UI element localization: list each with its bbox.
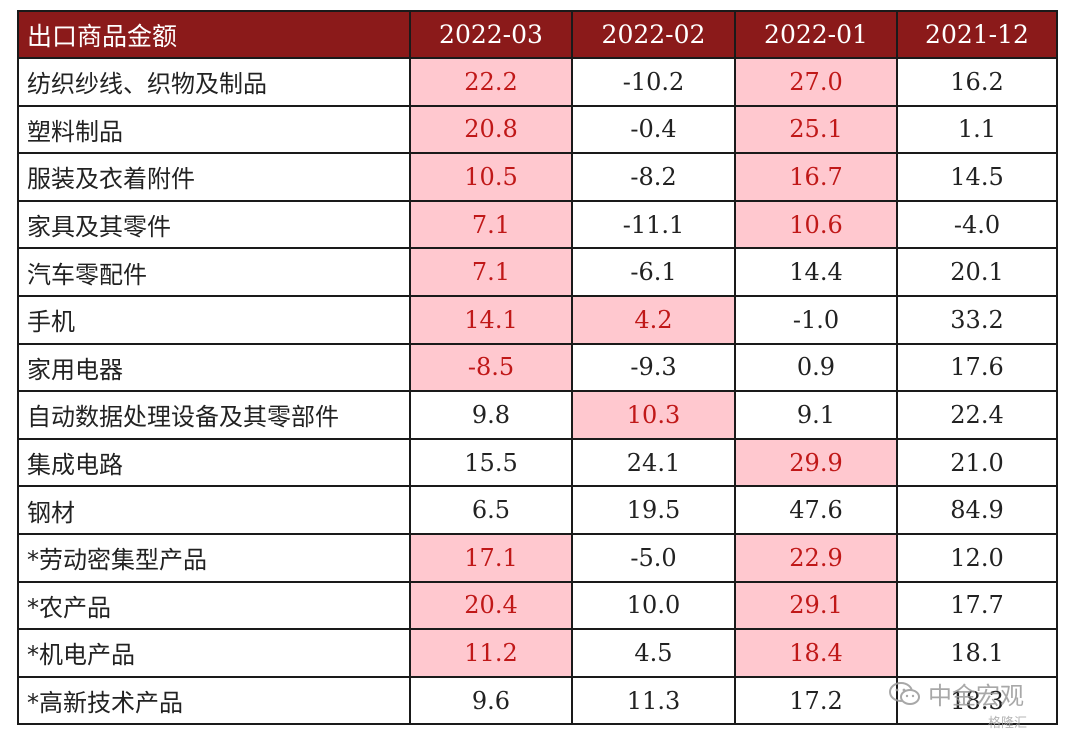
value-cell: 29.1 <box>734 580 898 631</box>
table-row: 塑料制品 20.8 -0.4 25.1 1.1 <box>17 104 1058 155</box>
table-row: 钢材 6.5 19.5 47.6 84.9 <box>17 485 1058 535</box>
value-cell: -8.2 <box>571 152 736 202</box>
value-cell: 22.2 <box>409 57 573 107</box>
row-label: 纺织纱线、织物及制品 <box>17 57 411 107</box>
value-cell: 15.5 <box>409 437 573 488</box>
value-cell: 12.0 <box>896 532 1058 583</box>
row-label: 塑料制品 <box>17 104 411 155</box>
value-cell: 18.4 <box>734 628 898 678</box>
value-cell: 17.7 <box>896 580 1058 631</box>
table-row: 家用电器 -8.5 -9.3 0.9 17.6 <box>17 342 1058 393</box>
value-cell: 9.8 <box>409 390 573 440</box>
value-cell: 4.2 <box>571 294 736 345</box>
watermark: 中金宏观 <box>888 676 1024 711</box>
row-label: 家具及其零件 <box>17 199 411 250</box>
table-row: 汽车零配件 7.1 -6.1 14.4 20.1 <box>17 247 1058 297</box>
row-label: *劳动密集型产品 <box>17 532 411 583</box>
value-cell: 11.3 <box>571 675 736 726</box>
value-cell: 17.2 <box>734 675 898 726</box>
row-label: *机电产品 <box>17 628 411 678</box>
value-cell: 4.5 <box>571 628 736 678</box>
value-cell: 17.6 <box>896 342 1058 393</box>
table-row: 手机 14.1 4.2 -1.0 33.2 <box>17 294 1058 345</box>
table-row: 家具及其零件 7.1 -11.1 10.6 -4.0 <box>17 199 1058 250</box>
watermark-brand: 中金宏观 <box>928 682 1024 710</box>
value-cell: 25.1 <box>734 104 898 155</box>
value-cell: 10.3 <box>571 390 736 440</box>
value-cell: -8.5 <box>409 342 573 393</box>
watermark-site: 格隆汇 <box>988 716 1028 731</box>
table-row: *机电产品 11.2 4.5 18.4 18.1 <box>17 628 1058 678</box>
table-row: *劳动密集型产品 17.1 -5.0 22.9 12.0 <box>17 532 1058 583</box>
row-label: 集成电路 <box>17 437 411 488</box>
header-period: 2022-02 <box>571 10 736 59</box>
row-label: 家用电器 <box>17 342 411 393</box>
row-label: 服装及衣着附件 <box>17 152 411 202</box>
value-cell: 9.6 <box>409 675 573 726</box>
table-header-row: 出口商品金额 2022-03 2022-02 2022-01 2021-12 <box>17 10 1058 59</box>
value-cell: 20.4 <box>409 580 573 631</box>
value-cell: 7.1 <box>409 199 573 250</box>
value-cell: -5.0 <box>571 532 736 583</box>
value-cell: -11.1 <box>571 199 736 250</box>
value-cell: 6.5 <box>409 485 573 535</box>
value-cell: 33.2 <box>896 294 1058 345</box>
value-cell: 14.4 <box>734 247 898 297</box>
value-cell: 16.7 <box>734 152 898 202</box>
value-cell: -10.2 <box>571 57 736 107</box>
header-period: 2022-01 <box>734 10 898 59</box>
value-cell: 27.0 <box>734 57 898 107</box>
value-cell: 7.1 <box>409 247 573 297</box>
table-row: *农产品 20.4 10.0 29.1 17.7 <box>17 580 1058 631</box>
value-cell: 18.1 <box>896 628 1058 678</box>
row-label: 手机 <box>17 294 411 345</box>
row-label: 钢材 <box>17 485 411 535</box>
header-label: 出口商品金额 <box>17 10 411 59</box>
header-period: 2021-12 <box>896 10 1058 59</box>
value-cell: 20.8 <box>409 104 573 155</box>
value-cell: -4.0 <box>896 199 1058 250</box>
row-label: *高新技术产品 <box>17 675 411 726</box>
table-row: 自动数据处理设备及其零部件 9.8 10.3 9.1 22.4 <box>17 390 1058 440</box>
value-cell: -9.3 <box>571 342 736 393</box>
header-period: 2022-03 <box>409 10 573 59</box>
value-cell: 1.1 <box>896 104 1058 155</box>
wechat-icon <box>889 681 920 705</box>
row-label: 自动数据处理设备及其零部件 <box>17 390 411 440</box>
value-cell: 20.1 <box>896 247 1058 297</box>
value-cell: 14.5 <box>896 152 1058 202</box>
value-cell: 29.9 <box>734 437 898 488</box>
table-row: 集成电路 15.5 24.1 29.9 21.0 <box>17 437 1058 488</box>
table-row: 服装及衣着附件 10.5 -8.2 16.7 14.5 <box>17 152 1058 202</box>
value-cell: 10.0 <box>571 580 736 631</box>
value-cell: 11.2 <box>409 628 573 678</box>
value-cell: 9.1 <box>734 390 898 440</box>
value-cell: 47.6 <box>734 485 898 535</box>
value-cell: 21.0 <box>896 437 1058 488</box>
value-cell: 19.5 <box>571 485 736 535</box>
row-label: 汽车零配件 <box>17 247 411 297</box>
export-table: 出口商品金额 2022-03 2022-02 2022-01 2021-12 纺织纱线、… <box>17 10 1058 726</box>
value-cell: 24.1 <box>571 437 736 488</box>
value-cell: 84.9 <box>896 485 1058 535</box>
value-cell: 14.1 <box>409 294 573 345</box>
value-cell: -0.4 <box>571 104 736 155</box>
value-cell: 10.6 <box>734 199 898 250</box>
value-cell: 22.4 <box>896 390 1058 440</box>
value-cell: 22.9 <box>734 532 898 583</box>
value-cell: 10.5 <box>409 152 573 202</box>
value-cell: 17.1 <box>409 532 573 583</box>
row-label: *农产品 <box>17 580 411 631</box>
value-cell: -6.1 <box>571 247 736 297</box>
value-cell: 16.2 <box>896 57 1058 107</box>
table-row: *高新技术产品 9.6 11.3 17.2 18.3 <box>17 675 1058 726</box>
value-cell: -1.0 <box>734 294 898 345</box>
value-cell: 0.9 <box>734 342 898 393</box>
table-row: 纺织纱线、织物及制品 22.2 -10.2 27.0 16.2 <box>17 57 1058 107</box>
